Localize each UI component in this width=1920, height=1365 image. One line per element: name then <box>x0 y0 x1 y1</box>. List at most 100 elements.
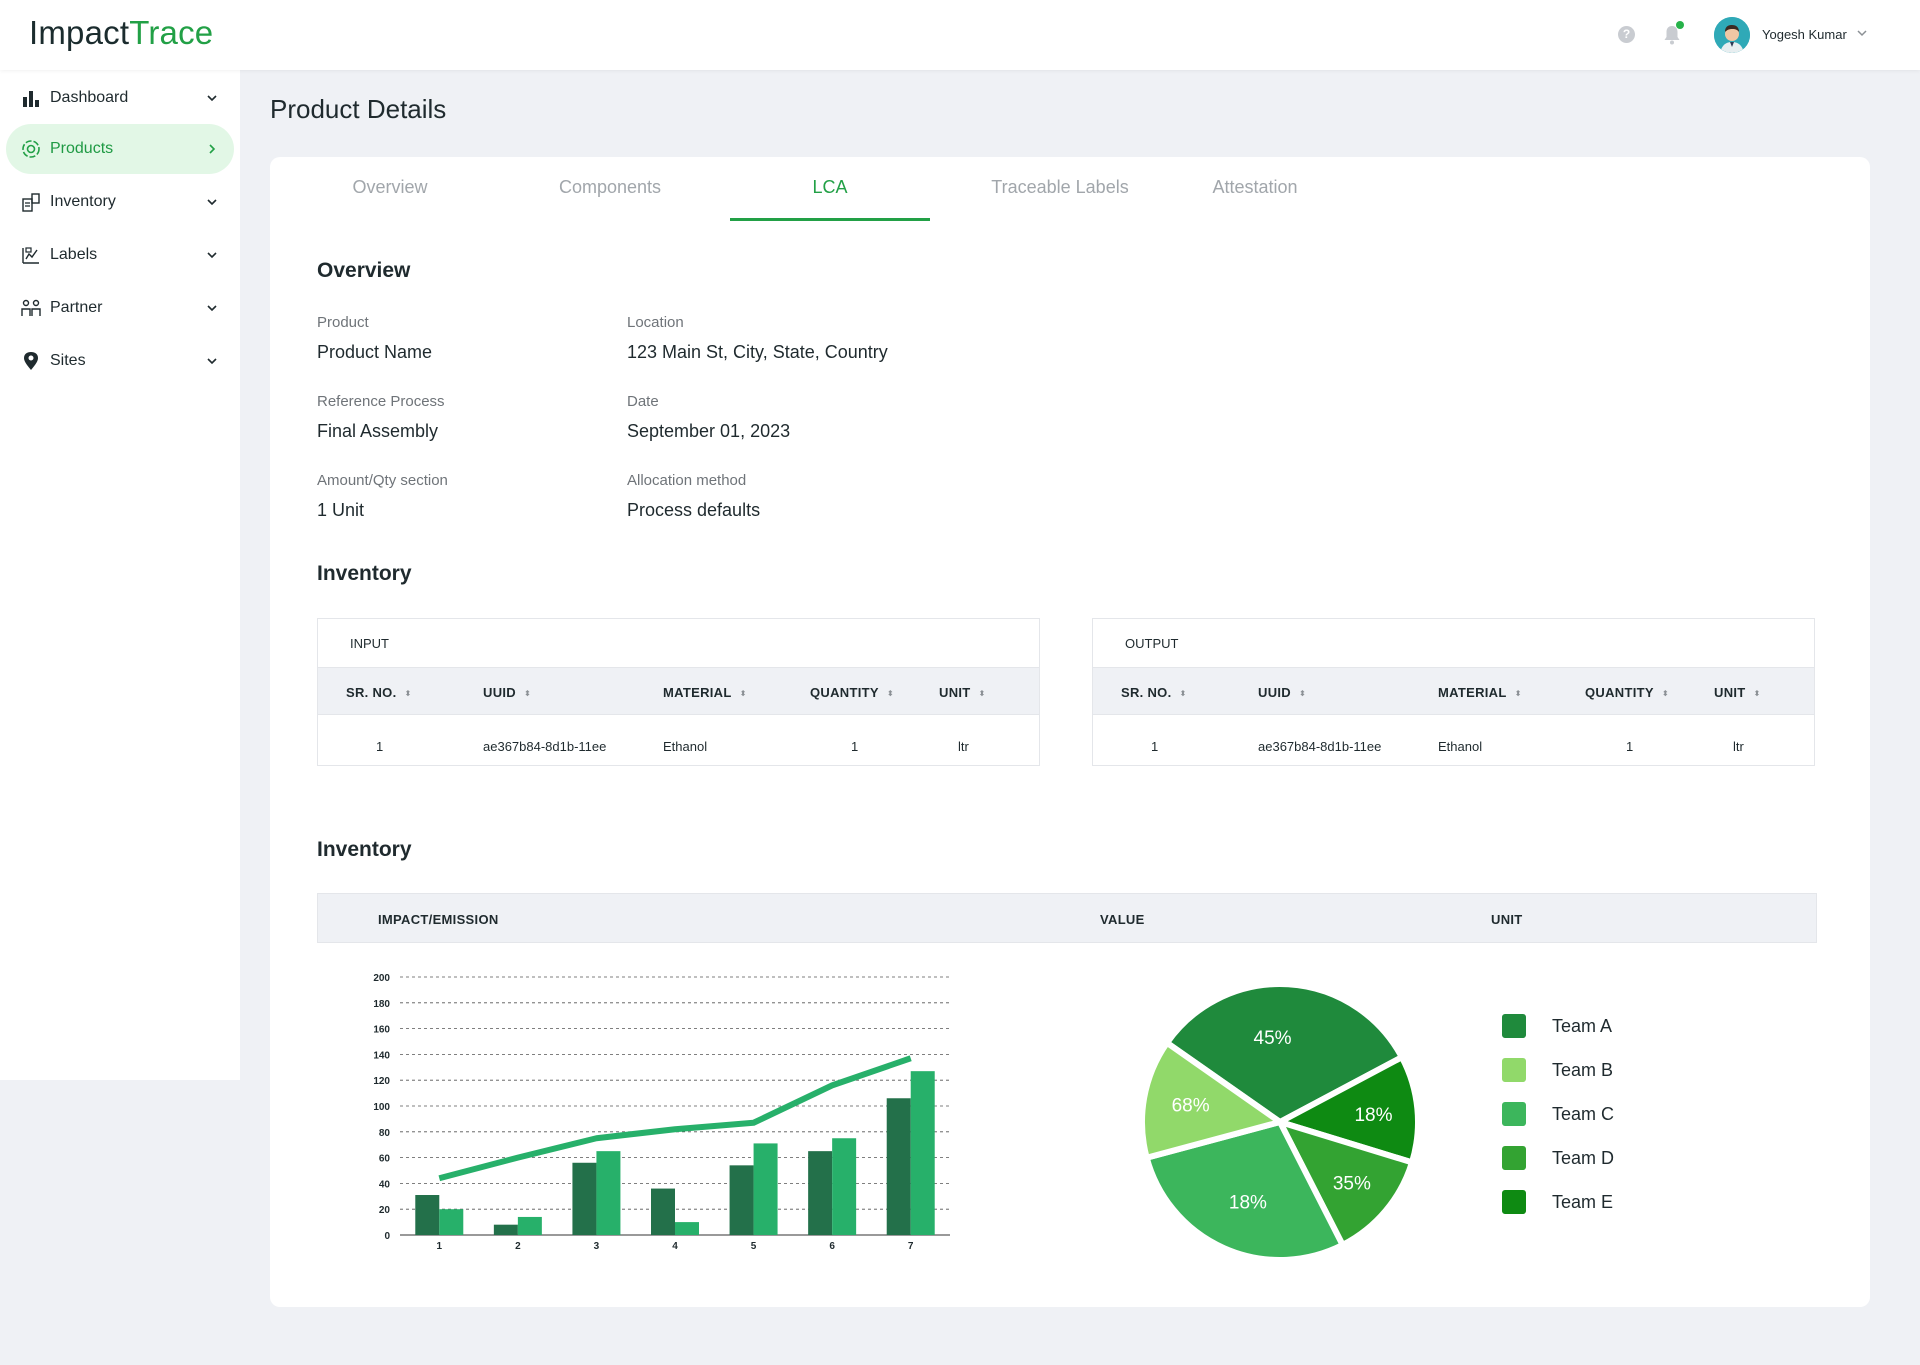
y-tick-label: 160 <box>373 1025 390 1036</box>
sort-icon[interactable]: ⬍ <box>978 689 986 698</box>
sort-icon[interactable]: ⬍ <box>1514 689 1522 698</box>
y-tick-label: 120 <box>373 1076 390 1087</box>
logo-text-part1: Impact <box>29 14 130 51</box>
sidebar: Dashboard Products Inventory Labels Part… <box>0 70 240 1080</box>
tab-components[interactable]: Components <box>558 177 662 197</box>
table-cell: 1 <box>1626 739 1634 754</box>
col-header-label: UNIT <box>1714 685 1746 700</box>
col-header-label: MATERIAL <box>1438 685 1507 700</box>
sidebar-item-labels[interactable]: Labels <box>6 230 234 280</box>
tab-lca[interactable]: LCA <box>730 177 930 221</box>
sidebar-item-partner[interactable]: Partner <box>6 283 234 333</box>
impact-table-header: IMPACT/EMISSION VALUE UNIT <box>317 893 1817 943</box>
amount-qty-label: Amount/Qty section <box>317 472 448 489</box>
bell-icon[interactable] <box>1663 25 1681 45</box>
inventory-heading: Inventory <box>317 562 412 585</box>
y-tick-label: 140 <box>373 1050 390 1061</box>
product-details-card: Overview Components LCA Traceable Labels… <box>270 157 1870 1307</box>
pie-chart: 45% 18% 35% 18% 68% <box>1139 981 1421 1263</box>
x-tick-label: 1 <box>437 1241 443 1252</box>
y-tick-label: 40 <box>379 1179 391 1190</box>
help-icon[interactable]: ? <box>1618 26 1635 43</box>
sidebar-item-dashboard[interactable]: Dashboard <box>6 73 234 123</box>
user-name[interactable]: Yogesh Kumar <box>1762 27 1847 42</box>
input-table-header: SR. NO. ⬍ UUID ⬍ MATERIAL ⬍ QUANTITY ⬍ UNIT ⬍ <box>318 667 1039 715</box>
col-header-quantity[interactable]: QUANTITY ⬍ <box>810 685 894 700</box>
app-logo[interactable]: ImpactTrace <box>29 14 213 52</box>
output-table-header: SR. NO. ⬍ UUID ⬍ MATERIAL ⬍ QUANTITY ⬍ UNIT ⬍ <box>1093 667 1814 715</box>
col-header-material[interactable]: MATERIAL ⬍ <box>1438 685 1522 700</box>
sort-icon[interactable]: ⬍ <box>1661 689 1669 698</box>
chevron-down-icon[interactable] <box>1855 26 1869 40</box>
col-header-sr-no[interactable]: SR. NO. ⬍ <box>1121 685 1187 700</box>
sidebar-item-products[interactable]: Products <box>6 124 234 174</box>
input-table-caption: INPUT <box>350 636 389 651</box>
col-header-uuid[interactable]: UUID ⬍ <box>483 685 531 700</box>
sort-icon[interactable]: ⬍ <box>404 689 412 698</box>
bar <box>832 1138 857 1235</box>
table-cell: Ethanol <box>1438 739 1483 754</box>
allocation-method-label: Allocation method <box>627 472 747 489</box>
legend-label: Team B <box>1552 1060 1614 1080</box>
sidebar-item-label: Dashboard <box>50 89 129 106</box>
pie-slice-label: 18% <box>1354 1105 1392 1126</box>
x-tick-label: 7 <box>908 1241 914 1252</box>
x-tick-label: 5 <box>751 1241 757 1252</box>
tab-attestation[interactable]: Attestation <box>1212 177 1298 197</box>
x-tick-label: 3 <box>594 1241 600 1252</box>
output-table: OUTPUT SR. NO. ⬍ UUID ⬍ MATERIAL ⬍ QUANTITY… <box>1092 618 1815 766</box>
bar <box>886 1098 911 1235</box>
pie-slice <box>1274 1117 1416 1249</box>
date-value: September 01, 2023 <box>627 421 791 441</box>
table-cell: ltr <box>1733 739 1744 754</box>
col-header-value: VALUE <box>1100 912 1145 927</box>
sidebar-item-sites[interactable]: Sites <box>6 336 234 386</box>
y-tick-label: 180 <box>373 999 390 1010</box>
pie-slice-label: 45% <box>1254 1028 1292 1049</box>
sidebar-item-inventory[interactable]: Inventory <box>6 177 234 227</box>
user-avatar[interactable] <box>1714 17 1750 53</box>
tab-traceable-labels[interactable]: Traceable Labels <box>991 177 1129 197</box>
sort-icon[interactable]: ⬍ <box>1753 689 1761 698</box>
bar <box>517 1216 542 1235</box>
bar <box>910 1071 935 1235</box>
labels-icon <box>22 247 39 264</box>
y-tick-label: 60 <box>379 1154 391 1165</box>
sort-icon[interactable]: ⬍ <box>1298 689 1306 698</box>
sort-icon[interactable]: ⬍ <box>886 689 894 698</box>
bar <box>651 1188 675 1235</box>
sort-icon[interactable]: ⬍ <box>523 689 531 698</box>
logo-text-part2: Trace <box>129 14 214 51</box>
bar <box>415 1195 440 1235</box>
col-header-unit[interactable]: UNIT ⬍ <box>939 685 986 700</box>
chevron-right-icon <box>209 144 216 154</box>
reference-process-value: Final Assembly <box>317 421 439 441</box>
sort-icon[interactable]: ⬍ <box>1179 689 1187 698</box>
sidebar-item-label: Labels <box>50 246 98 263</box>
sidebar-item-label: Partner <box>50 299 103 316</box>
tab-overview[interactable]: Overview <box>352 177 428 197</box>
avatar-illustration <box>1714 17 1750 53</box>
chevron-down-icon <box>207 252 217 259</box>
col-header-unit[interactable]: UNIT ⬍ <box>1714 685 1761 700</box>
col-header-uuid[interactable]: UUID ⬍ <box>1258 685 1306 700</box>
y-tick-label: 200 <box>373 973 390 984</box>
legend-item: Team D <box>1502 1146 1662 1172</box>
notification-dot <box>1676 21 1684 29</box>
col-header-label: UNIT <box>939 685 971 700</box>
legend-swatch <box>1502 1190 1526 1214</box>
col-header-sr-no[interactable]: SR. NO. ⬍ <box>346 685 412 700</box>
col-header-unit: UNIT <box>1491 912 1523 927</box>
col-header-quantity[interactable]: QUANTITY ⬍ <box>1585 685 1669 700</box>
tab-bar: Overview Components LCA Traceable Labels… <box>270 157 1870 221</box>
bar <box>675 1222 699 1235</box>
top-bar: ImpactTrace ? Yogesh Kumar <box>0 0 1920 70</box>
y-tick-label: 20 <box>379 1205 391 1216</box>
legend-item: Team C <box>1502 1102 1662 1128</box>
sort-icon[interactable]: ⬍ <box>739 689 747 698</box>
col-header-material[interactable]: MATERIAL ⬍ <box>663 685 747 700</box>
table-cell: 1 <box>376 739 384 754</box>
y-tick-label: 80 <box>379 1128 391 1139</box>
pie-slice <box>1143 1118 1347 1263</box>
bar <box>493 1224 518 1235</box>
